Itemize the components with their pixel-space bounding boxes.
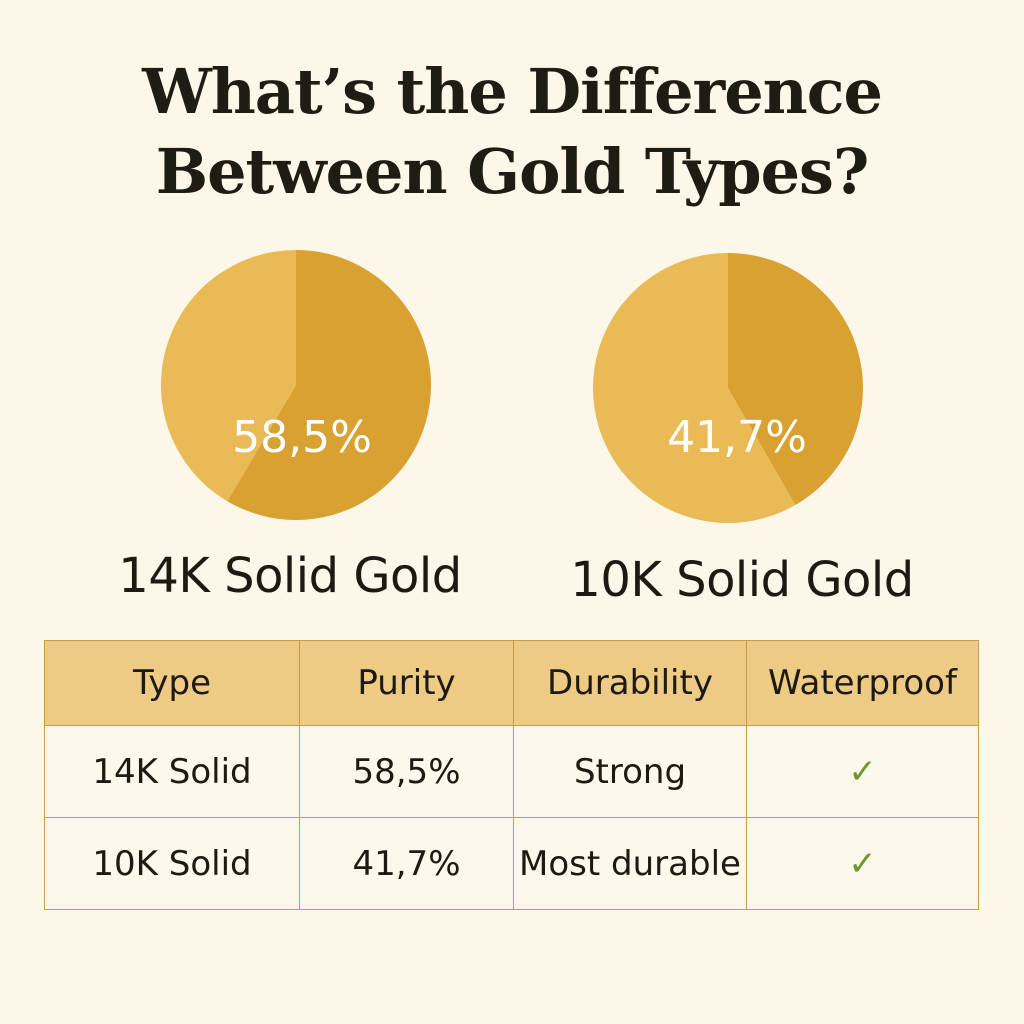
header-waterproof: Waterproof: [746, 640, 979, 726]
cell-durability: Strong: [513, 725, 747, 818]
table-row: 10K Solid 41,7% Most durable ✓: [44, 817, 979, 910]
title-line-2: Between Gold Types?: [155, 135, 870, 208]
pie-label-14k: 58,5%: [232, 412, 372, 463]
pie-caption-14k: 14K Solid Gold: [118, 548, 462, 604]
table-row: 14K Solid 58,5% Strong ✓: [44, 725, 979, 818]
cell-purity: 41,7%: [299, 817, 514, 910]
pie-caption-10k: 10K Solid Gold: [570, 552, 914, 608]
cell-durability: Most durable: [513, 817, 747, 910]
table-header-row: Type Purity Durability Waterproof: [44, 640, 979, 726]
pie-label-10k: 41,7%: [667, 412, 807, 463]
pie-chart-14k: [161, 250, 431, 520]
cell-purity: 58,5%: [299, 725, 514, 818]
check-icon: ✓: [746, 725, 979, 818]
pie-slice-other: [593, 253, 796, 523]
pie-slice-gold: [227, 250, 431, 520]
title-line-1: What’s the Difference: [142, 55, 883, 128]
pie-slice-gold: [728, 253, 863, 506]
cell-type: 10K Solid: [44, 817, 300, 910]
pie-chart-10k: [593, 253, 863, 523]
header-purity: Purity: [299, 640, 514, 726]
cell-type: 14K Solid: [44, 725, 300, 818]
header-durability: Durability: [513, 640, 747, 726]
header-type: Type: [44, 640, 300, 726]
comparison-table: Type Purity Durability Waterproof 14K So…: [44, 640, 979, 910]
check-icon: ✓: [746, 817, 979, 910]
pie-slice-other: [161, 250, 296, 502]
page-title: What’s the Difference Between Gold Types…: [0, 52, 1024, 212]
